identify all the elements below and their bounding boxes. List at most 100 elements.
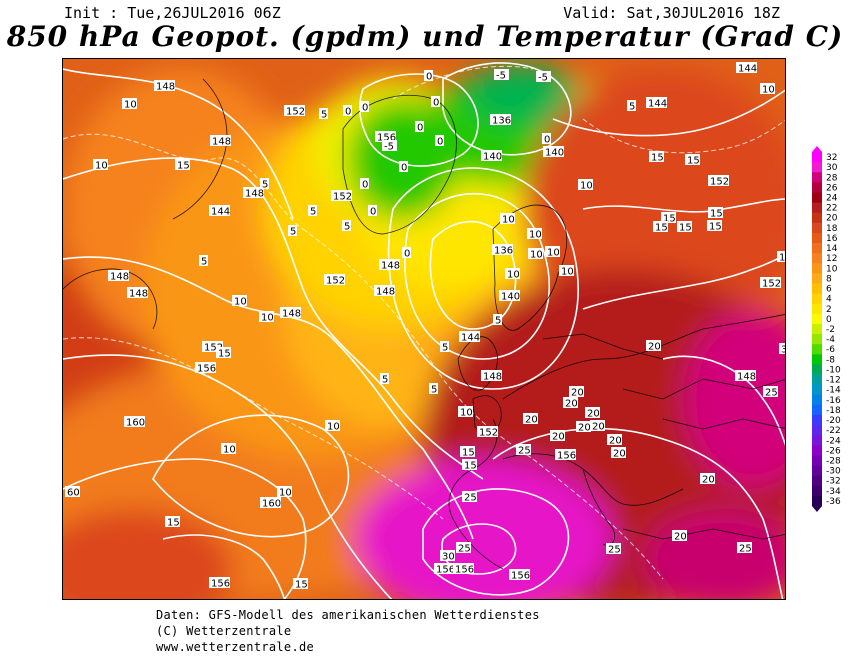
temperature-label: 15 xyxy=(677,221,692,234)
temperature-label: 5 xyxy=(440,341,449,354)
temperature-label: 25 xyxy=(737,542,752,555)
temperature-label-text: 10 xyxy=(95,161,108,172)
valid-time: Valid: Sat,30JUL2016 18Z xyxy=(563,4,780,22)
temperature-label: 0 xyxy=(542,133,551,146)
temperature-label: 0 xyxy=(360,101,369,114)
temperature-label: 5 xyxy=(429,383,438,396)
geopotential-label-text: 152 xyxy=(762,279,781,290)
temperature-label: 10 xyxy=(325,420,340,433)
geopotential-label: 144 xyxy=(736,62,757,75)
temperature-label: 10 xyxy=(259,311,274,324)
temperature-label-text: 0 xyxy=(433,98,439,109)
geopotential-label: 156 xyxy=(453,563,474,576)
temperature-label: 20 xyxy=(569,386,584,399)
legend-swatch xyxy=(812,354,822,365)
temperature-label-text: 0 xyxy=(401,163,407,174)
temperature-label-text: 25 xyxy=(739,544,752,555)
footer-copyright: (C) Wetterzentrale xyxy=(156,624,292,638)
footer-data-source: Daten: GFS-Modell des amerikanischen Wet… xyxy=(156,608,540,622)
temperature-label-text: 5 xyxy=(431,385,437,396)
temperature-label-text: 5 xyxy=(290,227,296,238)
legend-swatch xyxy=(812,162,822,173)
temperature-label-text: 20 xyxy=(592,422,605,433)
legend-swatch xyxy=(812,273,822,284)
temperature-label-text: 25 xyxy=(458,544,471,555)
temperature-label: 25 xyxy=(456,542,471,555)
legend-swatch xyxy=(812,384,822,396)
geopotential-label-text: 148 xyxy=(212,137,231,148)
temperature-label-text: 15 xyxy=(687,156,700,167)
temperature-label: 30 xyxy=(779,343,785,356)
legend-swatch xyxy=(812,192,822,203)
temperature-label-text: 10 xyxy=(580,181,593,192)
temperature-label-text: 0 xyxy=(437,137,443,148)
legend-label: 16 xyxy=(826,234,838,244)
temperature-label: 5 xyxy=(493,314,502,327)
geopotential-label: 144 xyxy=(646,97,667,110)
footer-website: www.wetterzentrale.de xyxy=(156,640,315,654)
temperature-label-text: 15 xyxy=(464,461,477,472)
legend-swatch xyxy=(812,404,822,416)
temperature-label-text: 25 xyxy=(765,388,778,399)
geopotential-label-text: 152 xyxy=(286,107,305,118)
legend-label: -30 xyxy=(826,467,841,477)
temperature-label-text: 15 xyxy=(710,209,723,220)
geopotential-label: 156 xyxy=(375,131,396,144)
temperature-label-text: 5 xyxy=(495,316,501,327)
temperature-label: 10 xyxy=(277,486,292,499)
legend-label: 28 xyxy=(826,173,838,183)
legend-label: -12 xyxy=(826,376,841,386)
legend-swatch xyxy=(812,334,822,345)
temperature-label: 0 xyxy=(360,178,369,191)
temperature-label-text: 10 xyxy=(529,230,542,241)
temperature-label-text: 10 xyxy=(124,100,137,111)
legend-label: 18 xyxy=(826,224,838,234)
geopotential-label-text: 152 xyxy=(333,192,352,203)
temperature-label: 15 xyxy=(216,347,231,360)
geopotential-label-text: 136 xyxy=(494,246,513,257)
legend-label: 22 xyxy=(826,204,837,214)
temperature-label-text: 20 xyxy=(702,475,715,486)
legend-label: 12 xyxy=(826,254,837,264)
temperature-label: 15 xyxy=(661,212,676,225)
temperature-labels: -5-5-50000000000055555555555510101010101… xyxy=(65,69,785,591)
temperature-label-text: 15 xyxy=(709,222,722,233)
geopotential-label: 156 xyxy=(555,449,576,462)
temperature-label: 20 xyxy=(550,430,565,443)
legend-swatch xyxy=(812,364,822,375)
legend-label: 10 xyxy=(826,264,838,274)
temperature-label: 10 xyxy=(505,268,520,281)
temperature-label-text: 10 xyxy=(223,445,236,456)
legend-swatch xyxy=(812,283,822,294)
geopotential-label-text: 148 xyxy=(156,82,175,93)
legend-swatch xyxy=(812,465,822,477)
geopotential-contours xyxy=(63,62,785,599)
geopotential-label-text: 140 xyxy=(501,292,520,303)
temperature-label: 15 xyxy=(165,516,180,529)
temperature-label-text: 0 xyxy=(345,107,351,118)
legend-label: -24 xyxy=(826,436,841,446)
geopotential-label: 136 xyxy=(492,244,513,257)
temperature-label: 5 xyxy=(260,178,269,191)
temperature-label: 10 xyxy=(458,406,473,419)
temperature-label-text: 10 xyxy=(460,408,473,419)
temperature-label-text: 0 xyxy=(544,135,550,146)
geopotential-label-text: 156 xyxy=(211,579,230,590)
temperature-label: 10 xyxy=(93,159,108,172)
temperature-label-text: 5 xyxy=(201,257,207,268)
weather-map: 148 148 148 148 148 148 148 148 148 148 152 152 152 1… xyxy=(62,58,786,600)
geopotential-label: 152 xyxy=(777,251,785,264)
coastlines xyxy=(63,78,785,570)
legend-label: -20 xyxy=(826,416,841,426)
geopotential-label-text: 148 xyxy=(483,372,502,383)
geopotential-label-text: 144 xyxy=(211,207,230,218)
legend-swatch xyxy=(812,243,822,254)
temperature-label: 20 xyxy=(523,413,538,426)
temperature-label-text: 5 xyxy=(321,110,327,121)
geopotential-label: 140 xyxy=(499,290,520,303)
legend-swatch xyxy=(812,222,822,234)
temperature-label-text: 20 xyxy=(674,532,687,543)
temperature-label: 5 xyxy=(199,255,208,268)
legend-label: -4 xyxy=(826,335,835,345)
